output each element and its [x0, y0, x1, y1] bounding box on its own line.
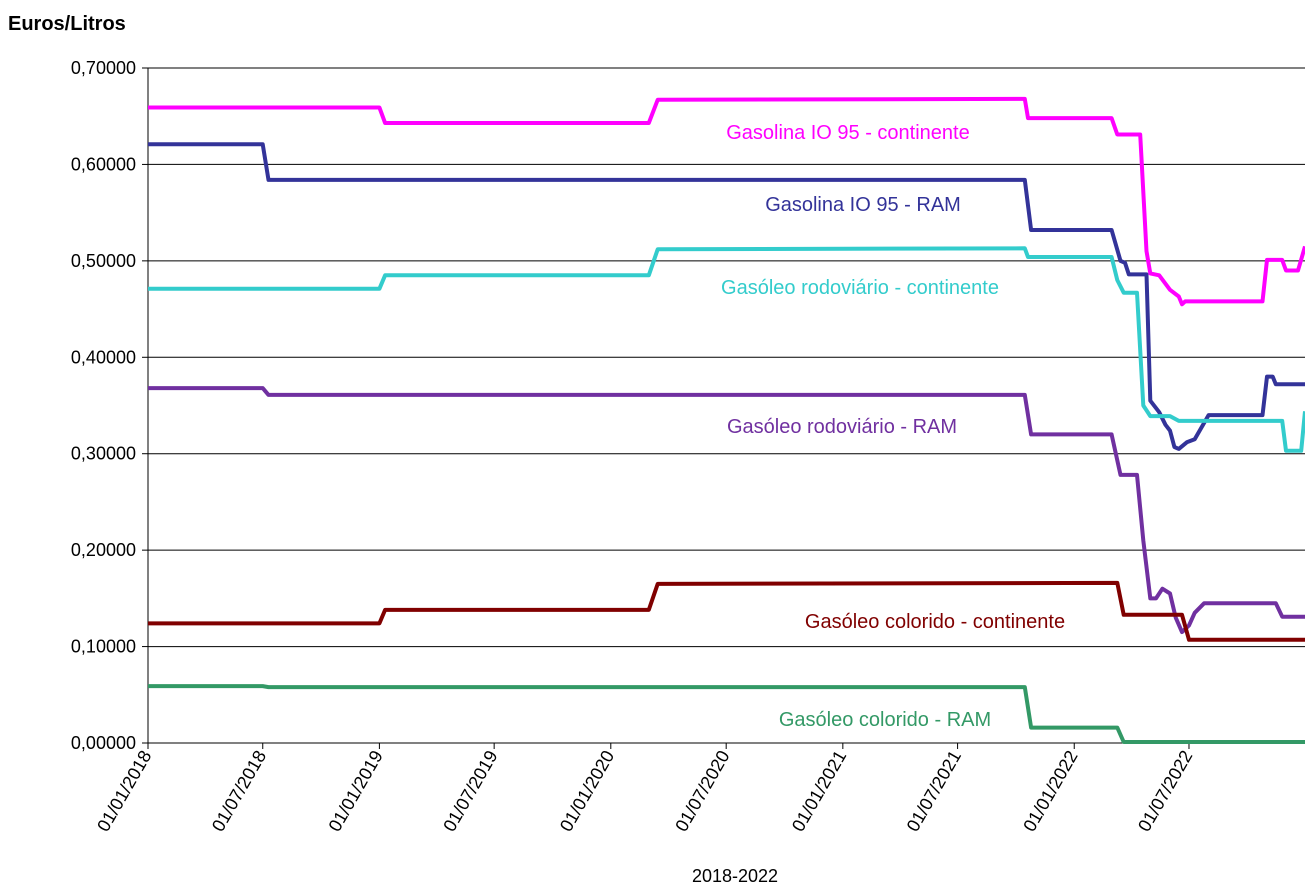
series-label: Gasóleo rodoviário - RAM	[727, 416, 957, 438]
grid	[148, 67, 1305, 648]
x-axis-title: 2018-2022	[692, 866, 778, 886]
y-tick-label: 0,30000	[71, 444, 136, 464]
series-label: Gasóleo colorido - continente	[805, 611, 1065, 633]
series-line	[148, 580, 1305, 642]
series-label: Gasóleo colorido - RAM	[779, 709, 991, 731]
x-tick-label: 01/07/2020	[671, 747, 733, 835]
series-label: Gasolina IO 95 - continente	[726, 122, 969, 144]
x-tick-label: 01/07/2021	[903, 747, 965, 835]
x-tick-label: 01/07/2018	[208, 747, 270, 835]
series-line	[148, 246, 1305, 453]
y-tick-label: 0,60000	[71, 154, 136, 174]
x-tick-label: 01/07/2022	[1134, 747, 1196, 835]
series-line	[148, 684, 1305, 744]
y-tick-label: 0,40000	[71, 347, 136, 367]
series-lines	[148, 96, 1305, 744]
series-line	[148, 386, 1305, 635]
y-tick-label: 0,50000	[71, 251, 136, 271]
x-tick-label: 01/01/2018	[93, 747, 155, 835]
series-label: Gasolina IO 95 - RAM	[765, 194, 961, 216]
series-line	[148, 96, 1305, 307]
y-tick-label: 0,70000	[71, 58, 136, 78]
series-labels: Gasolina IO 95 - continente Gasolina IO 9…	[721, 122, 1065, 731]
y-axis-title: Euros/Litros	[8, 13, 126, 35]
series-line	[148, 142, 1305, 451]
axes: 0,00000 0,10000 0,20000 0,30000 0,40000 0,500…	[71, 58, 1305, 835]
x-tick-label: 01/07/2019	[439, 747, 501, 835]
y-tick-label: 0,00000	[71, 733, 136, 753]
x-tick-label: 01/01/2021	[788, 747, 850, 835]
x-tick-label: 01/01/2019	[324, 747, 386, 835]
x-tick-label: 01/01/2020	[556, 747, 618, 835]
y-tick-label: 0,20000	[71, 540, 136, 560]
x-tick-label: 01/01/2022	[1019, 747, 1081, 835]
y-tick-label: 0,10000	[71, 637, 136, 657]
series-label: Gasóleo rodoviário - continente	[721, 277, 999, 299]
